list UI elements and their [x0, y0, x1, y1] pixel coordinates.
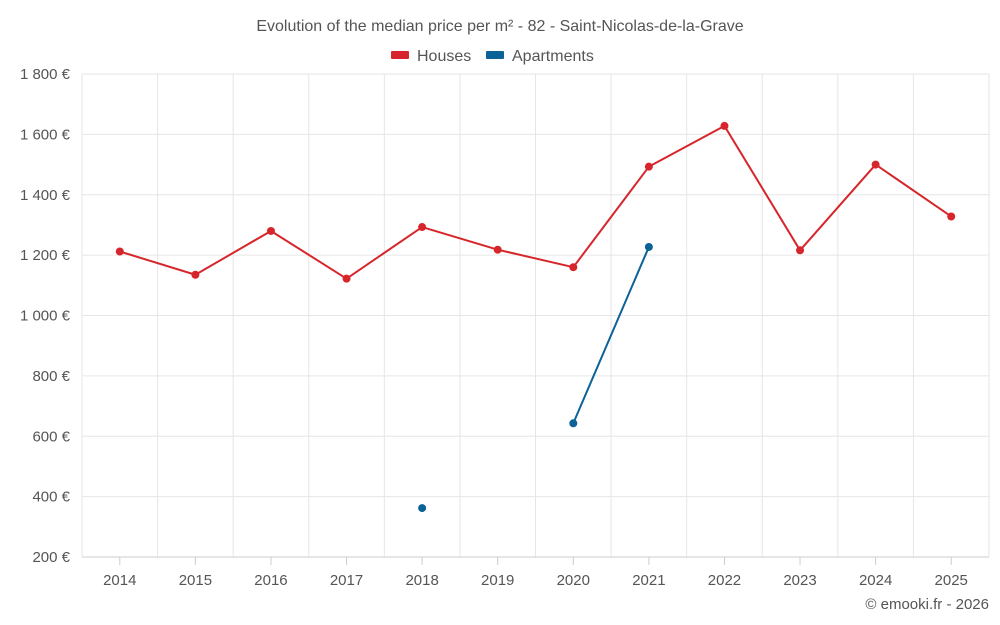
data-point-houses[interactable]: [115, 247, 124, 256]
x-tick-label: 2019: [481, 572, 514, 589]
data-point-apartments[interactable]: [644, 242, 653, 251]
x-tick-label: 2025: [935, 572, 968, 589]
y-tick-label: 400 €: [32, 489, 70, 506]
y-tick-label: 1 400 €: [20, 187, 71, 204]
legend-item-houses[interactable]: Houses: [391, 48, 471, 65]
legend-item-apartments[interactable]: Apartments: [486, 48, 594, 65]
series-line-apartments: [572, 246, 650, 424]
data-point-houses[interactable]: [191, 270, 200, 279]
y-tick-label: 200 €: [32, 549, 70, 566]
x-tick-label: 2015: [179, 572, 212, 589]
data-point-houses[interactable]: [720, 121, 729, 130]
x-tick-label: 2014: [103, 572, 136, 589]
credit-text: © emooki.fr - 2026: [865, 596, 989, 613]
series-houses: [115, 121, 956, 283]
data-point-houses[interactable]: [947, 212, 956, 221]
x-tick-label: 2020: [557, 572, 590, 589]
data-point-apartments[interactable]: [418, 504, 427, 513]
series-apartments: [418, 242, 653, 513]
data-point-houses[interactable]: [871, 160, 880, 169]
y-tick-label: 1 000 €: [20, 308, 71, 325]
x-tick-label: 2018: [405, 572, 438, 589]
x-tick-label: 2023: [783, 572, 816, 589]
data-point-houses[interactable]: [644, 162, 653, 171]
legend-label-apartments: Apartments: [512, 48, 594, 65]
data-point-houses[interactable]: [493, 245, 502, 254]
data-point-apartments[interactable]: [569, 419, 578, 428]
series-line-houses: [119, 124, 952, 280]
x-tick-label: 2017: [330, 572, 363, 589]
legend-label-houses: Houses: [417, 48, 471, 65]
data-point-houses[interactable]: [796, 246, 805, 255]
y-tick-label: 1 200 €: [20, 247, 71, 264]
legend-swatch-houses: [391, 51, 409, 59]
x-tick-label: 2022: [708, 572, 741, 589]
data-point-houses[interactable]: [266, 226, 275, 235]
series-group: [115, 121, 956, 513]
y-tick-label: 1 800 €: [20, 66, 71, 83]
legend-swatch-apartments: [486, 51, 504, 59]
data-point-houses[interactable]: [569, 263, 578, 272]
y-tick-label: 800 €: [32, 368, 70, 385]
x-tick-label: 2016: [254, 572, 287, 589]
x-tick-label: 2021: [632, 572, 665, 589]
chart-title: Evolution of the median price per m² - 8…: [256, 18, 743, 35]
y-tick-label: 600 €: [32, 428, 70, 445]
data-point-houses[interactable]: [342, 274, 351, 283]
data-point-houses[interactable]: [418, 223, 427, 232]
y-axis: 200 € 400 € 600 € 800 € 1 000 € 1 200 € 1 400 …: [20, 66, 71, 566]
x-tick-label: 2024: [859, 572, 892, 589]
y-tick-label: 1 600 €: [20, 126, 71, 143]
x-axis: 2014 2015 2016 2017 2018 2019 2020 2021 2022 2023…: [82, 556, 989, 589]
legend: Houses Apartments: [391, 48, 594, 65]
grid: [81, 73, 990, 557]
